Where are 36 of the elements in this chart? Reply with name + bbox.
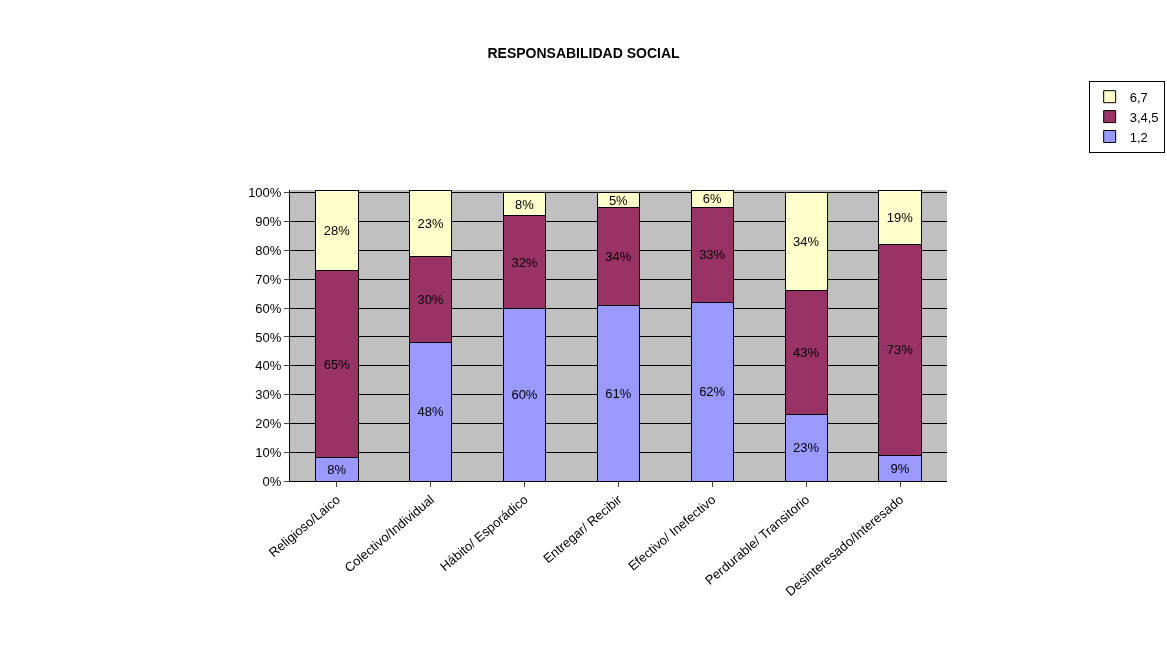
y-tick-label: 50%	[255, 329, 282, 345]
data-label: 28%	[323, 222, 351, 238]
data-label: 62%	[699, 384, 726, 400]
data-label: 34%	[605, 248, 632, 264]
y-tick-label: 10%	[255, 444, 282, 460]
data-label: 73%	[886, 342, 914, 358]
chart-title: RESPONSABILIDAD SOCIAL	[487, 45, 681, 62]
legend-label: 1,2	[1129, 129, 1148, 145]
data-label: 34%	[792, 234, 820, 250]
y-tick-label: 0%	[262, 473, 282, 489]
data-label: 8%	[327, 461, 347, 477]
data-label: 23%	[792, 440, 820, 456]
data-label: 33%	[699, 247, 726, 263]
data-label: 32%	[511, 254, 538, 270]
y-tick-label: 90%	[255, 214, 282, 230]
data-label: 48%	[417, 404, 445, 420]
y-tick-label: 30%	[255, 387, 282, 403]
data-label: 8%	[515, 196, 535, 212]
y-tick-label: 40%	[255, 358, 282, 374]
y-tick-label: 70%	[255, 271, 282, 287]
data-label: 61%	[605, 385, 632, 401]
data-label: 5%	[608, 192, 629, 208]
y-tick-label: 60%	[255, 300, 282, 316]
data-label: 6%	[702, 191, 722, 207]
y-tick-label: 80%	[255, 243, 282, 259]
data-label: 30%	[417, 291, 445, 307]
data-label: 65%	[323, 356, 351, 372]
data-label: 60%	[511, 387, 538, 403]
data-label: 9%	[890, 460, 910, 476]
legend-label: 3,4,5	[1129, 109, 1159, 125]
data-label: 43%	[792, 345, 820, 361]
data-label: 19%	[886, 209, 914, 225]
y-tick-label: 100%	[248, 185, 282, 201]
y-tick-label: 20%	[255, 415, 282, 431]
legend-label: 6,7	[1129, 89, 1148, 105]
data-label: 23%	[417, 215, 445, 231]
